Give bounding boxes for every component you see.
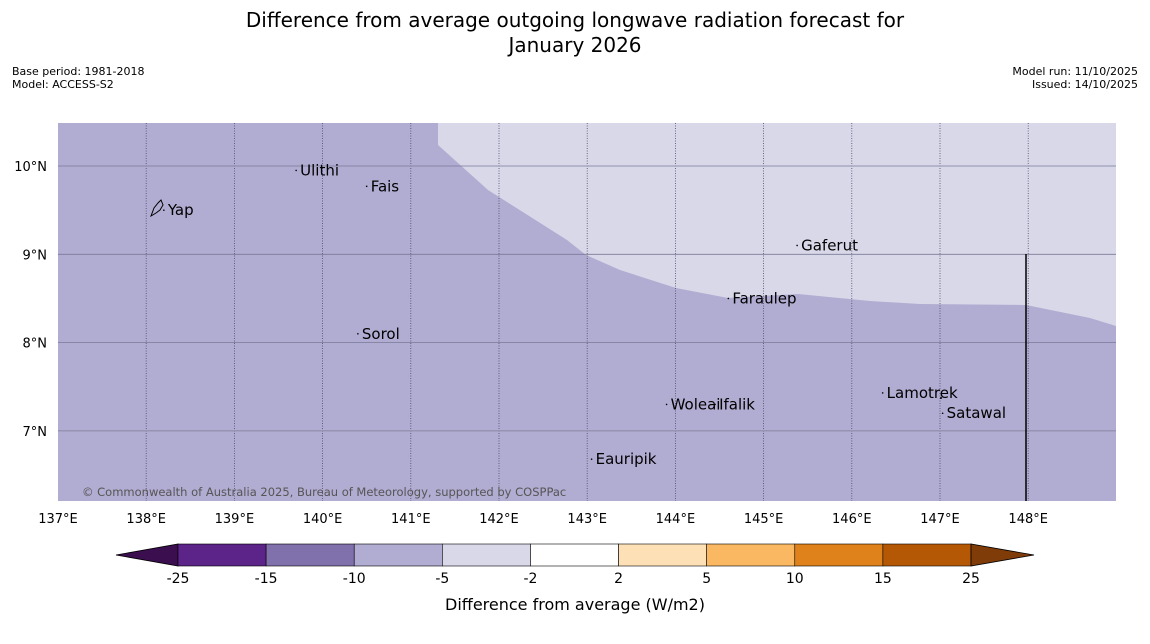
place-label: Satawal <box>947 404 1006 422</box>
place-label: Fais <box>371 177 400 195</box>
meta-left: Base period: 1981-2018 Model: ACCESS-S2 <box>12 65 144 91</box>
lon-label: 138°E <box>126 512 166 527</box>
lon-label: 145°E <box>744 512 784 527</box>
colorbar-tick-label: 25 <box>962 571 980 587</box>
colorbar-tick-label: -15 <box>255 571 278 587</box>
colorbar-segment <box>442 543 531 567</box>
colorbar-tick-label: -2 <box>523 571 537 587</box>
island-marker <box>295 169 297 172</box>
title-line-1: Difference from average outgoing longwav… <box>245 8 905 32</box>
lon-label: 139°E <box>215 512 255 527</box>
colorbar-tick-label: 15 <box>874 571 892 587</box>
colorbar-tick-label: 2 <box>614 571 623 587</box>
lon-label: 141°E <box>391 512 431 527</box>
colorbar-extend-low <box>115 543 179 567</box>
lat-label: 10°N <box>14 160 47 175</box>
place-label: Ifalik <box>719 395 755 413</box>
colorbar-segment <box>530 543 619 567</box>
latitude-labels: 10°N 9°N 8°N 7°N <box>14 160 47 440</box>
island-marker <box>163 209 165 211</box>
place-label: Faraulep <box>732 289 796 307</box>
colorbar-segment <box>794 543 884 567</box>
colorbar-tick-label: -25 <box>167 571 190 587</box>
island-marker <box>357 332 359 335</box>
colorbar-segment <box>265 543 355 567</box>
title-line-2: January 2026 <box>508 33 642 57</box>
island-marker <box>940 397 942 399</box>
colorbar-tick-label: 5 <box>702 571 711 587</box>
colorbar-segment <box>882 543 972 567</box>
colorbar-title: Difference from average (W/m2) <box>445 595 705 614</box>
lon-label: 142°E <box>479 512 519 527</box>
map-title: Difference from average outgoing longwav… <box>0 8 1150 58</box>
colorbar-segment <box>177 543 267 567</box>
lat-label: 7°N <box>23 425 48 440</box>
lon-label: 144°E <box>656 512 696 527</box>
model-name: Model: ACCESS-S2 <box>12 78 114 91</box>
island-marker <box>727 297 730 300</box>
colorbar-tick-label: 10 <box>786 571 804 587</box>
island-marker <box>941 412 944 415</box>
model-run: Model run: 11/10/2025 <box>1012 65 1138 78</box>
lat-label: 9°N <box>23 248 48 263</box>
colorbar-extend-high <box>970 543 1035 567</box>
lon-label: 140°E <box>303 512 343 527</box>
colorbar: -25 -15 -10 -5 -2 2 5 10 15 25 <box>115 543 1035 587</box>
colorbar-segment <box>618 543 707 567</box>
lon-label: 143°E <box>567 512 607 527</box>
map-gridlines <box>58 123 1116 501</box>
lat-label: 8°N <box>23 337 48 352</box>
place-label: Yap <box>167 201 194 219</box>
colorbar-segment <box>706 543 796 567</box>
meta-right: Model run: 11/10/2025 Issued: 14/10/2025 <box>1012 65 1138 91</box>
colorbar-segment <box>353 543 443 567</box>
place-label: Gaferut <box>801 236 858 254</box>
base-period: Base period: 1981-2018 <box>12 65 145 78</box>
island-marker <box>881 392 884 394</box>
place-label: Woleai <box>671 395 721 413</box>
anomaly-fill-light <box>438 123 1116 326</box>
island-marker <box>665 403 668 406</box>
copyright-notice: © Commonwealth of Australia 2025, Bureau… <box>82 485 566 499</box>
island-marker <box>796 244 798 247</box>
yap-island-shape <box>150 199 164 218</box>
island-marker <box>590 458 593 460</box>
place-labels: Yap Ulithi Fais Gaferut Faraulep Sorol WoleaiI… <box>163 161 1006 468</box>
place-label: Ulithi <box>300 161 339 179</box>
place-label: Eauripik <box>596 450 657 468</box>
place-label: Sorol <box>362 325 400 343</box>
place-label: Lamotrek <box>887 384 958 402</box>
island-marker <box>365 185 368 188</box>
lon-label: 147°E <box>920 512 960 527</box>
colorbar-tick-label: -5 <box>435 571 449 587</box>
issued-date: Issued: 14/10/2025 <box>1031 78 1138 91</box>
lon-label: 148°E <box>1008 512 1048 527</box>
longitude-labels: 137°E 138°E 139°E 140°E 141°E 142°E 143°E 144°E… <box>38 512 1048 527</box>
lon-label: 146°E <box>832 512 872 527</box>
lon-label: 137°E <box>38 512 78 527</box>
island-marker <box>714 403 716 406</box>
colorbar-tick-label: -10 <box>343 571 366 587</box>
